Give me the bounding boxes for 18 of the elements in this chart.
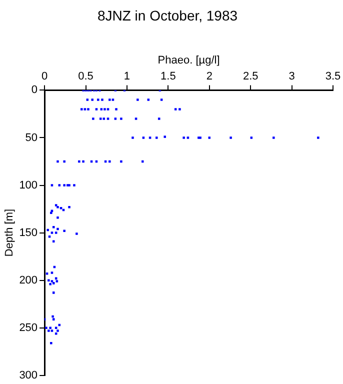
- x-tick-label: 2.5: [242, 70, 258, 83]
- y-tick-label: 300: [19, 369, 38, 382]
- x-tick-label: 1: [124, 70, 130, 83]
- y-tick-label: 250: [19, 322, 38, 334]
- x-tick-label: 3.5: [325, 70, 341, 83]
- chart-title: 8JNZ in October, 1983: [97, 7, 238, 24]
- x-tick-label: 2: [206, 70, 212, 83]
- y-tick-label: 0: [31, 84, 38, 96]
- x-tick-label: 0: [41, 70, 48, 83]
- x-tick-label: 1.5: [160, 70, 176, 83]
- y-tick-label: 150: [19, 226, 38, 239]
- x-tick-label: 3: [288, 70, 295, 83]
- y-tick-label: 50: [25, 132, 38, 144]
- x-axis-title: Phaeo. [µg/l]: [158, 54, 220, 66]
- y-axis-title: Depth [m]: [4, 208, 16, 257]
- x-tick-label: 0.5: [78, 70, 94, 83]
- y-tick-label: 200: [19, 274, 38, 286]
- y-tick-label: 100: [19, 179, 38, 192]
